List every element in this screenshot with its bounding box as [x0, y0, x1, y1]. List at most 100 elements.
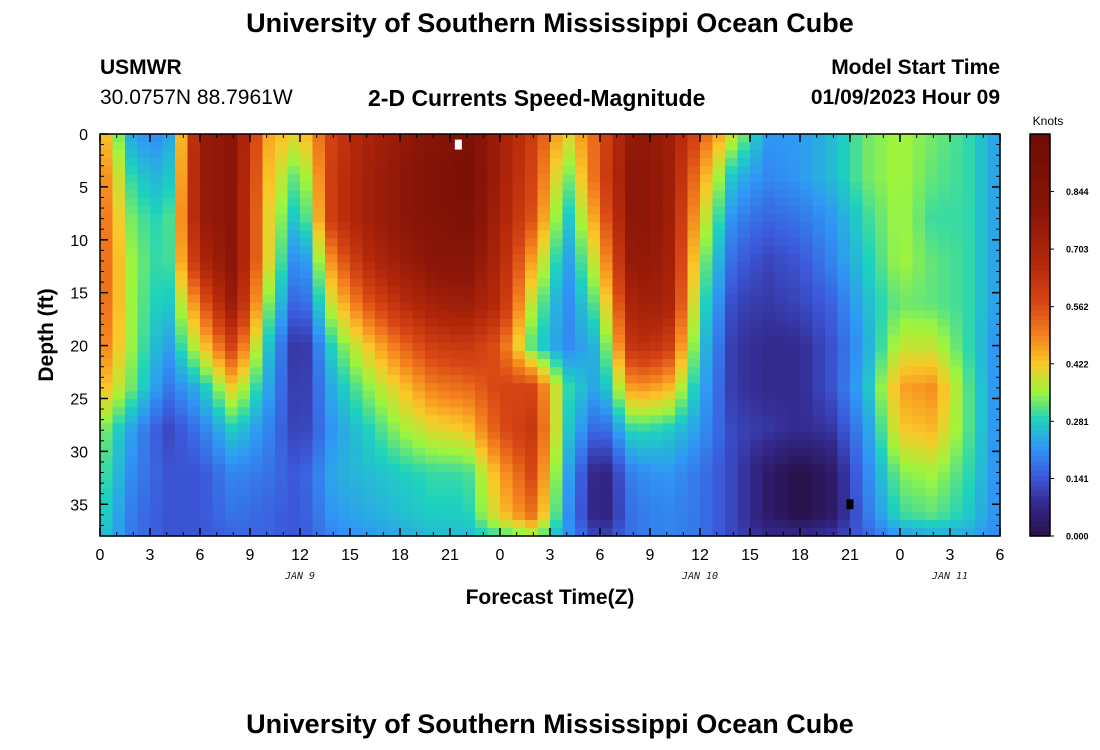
heatmap-cell	[687, 487, 701, 497]
heatmap-cell	[187, 134, 201, 143]
heatmap-cell	[487, 190, 501, 199]
heatmap-cell	[775, 359, 789, 368]
heatmap-cell	[612, 471, 626, 481]
heatmap-cell	[925, 495, 939, 505]
heatmap-cell	[100, 359, 114, 368]
heatmap-cell	[187, 286, 201, 296]
heatmap-cell	[675, 335, 689, 344]
heatmap-cell	[962, 270, 976, 280]
heatmap-cell	[612, 174, 626, 183]
heatmap-cell	[637, 158, 651, 167]
heatmap-cell	[800, 190, 814, 199]
heatmap-cell	[150, 318, 164, 328]
heatmap-cell	[312, 278, 326, 288]
heatmap-cell	[412, 326, 426, 336]
heatmap-cell	[237, 278, 251, 288]
heatmap-cell	[262, 487, 276, 497]
heatmap-cell	[812, 487, 826, 497]
heatmap-cell	[412, 294, 426, 304]
heatmap-cell	[837, 447, 851, 457]
heatmap-cell	[562, 278, 576, 288]
heatmap-cell	[387, 198, 401, 207]
heatmap-cell	[925, 166, 939, 175]
heatmap-cell	[600, 262, 614, 272]
heatmap-cell	[662, 439, 676, 449]
heatmap-cell	[325, 158, 339, 167]
heatmap-cell	[675, 134, 689, 143]
heatmap-cell	[787, 174, 801, 183]
heatmap-cell	[525, 463, 539, 473]
heatmap-cell	[112, 286, 126, 296]
heatmap-cell	[250, 166, 264, 175]
heatmap-cell	[725, 527, 739, 537]
heatmap-cell	[612, 431, 626, 441]
heatmap-cell	[600, 182, 614, 191]
heatmap-cell	[600, 246, 614, 256]
heatmap-cell	[750, 351, 764, 360]
heatmap-cell	[787, 431, 801, 441]
heatmap-cell	[875, 519, 889, 529]
heatmap-cell	[500, 182, 514, 191]
heatmap-cell	[212, 519, 226, 529]
heatmap-cell	[750, 375, 764, 384]
heatmap-cell	[112, 158, 126, 167]
heatmap-cell	[737, 399, 751, 408]
heatmap-cell	[100, 351, 114, 360]
heatmap-cell	[300, 511, 314, 521]
heatmap-cell	[412, 262, 426, 272]
heatmap-cell	[337, 335, 351, 344]
heatmap-cell	[412, 318, 426, 328]
heatmap-cell	[525, 238, 539, 248]
heatmap-cell	[112, 335, 126, 344]
heatmap-cell	[737, 471, 751, 481]
heatmap-cell	[175, 351, 189, 360]
heatmap-cell	[225, 503, 239, 513]
heatmap-cell	[812, 351, 826, 360]
heatmap-cell	[462, 519, 476, 529]
heatmap-cell	[187, 310, 201, 320]
heatmap-cell	[850, 310, 864, 320]
heatmap-cell	[362, 302, 376, 312]
heatmap-cell	[662, 359, 676, 368]
heatmap-cell	[550, 351, 564, 360]
heatmap-cell	[275, 335, 289, 344]
heatmap-cell	[912, 527, 926, 537]
heatmap-cell	[587, 415, 601, 425]
colorbar-strip	[1030, 314, 1050, 321]
heatmap-cell	[512, 471, 526, 481]
heatmap-cell	[237, 503, 251, 513]
heatmap-cell	[537, 391, 551, 400]
heatmap-cell	[537, 262, 551, 272]
heatmap-cell	[687, 439, 701, 449]
colorbar-strip	[1030, 154, 1050, 160]
heatmap-cell	[200, 487, 214, 497]
heatmap-cell	[987, 343, 1001, 352]
heatmap-cell	[125, 150, 139, 159]
heatmap-cell	[725, 391, 739, 400]
heatmap-cell	[387, 318, 401, 328]
heatmap-cell	[525, 431, 539, 441]
heatmap-cell	[500, 214, 514, 224]
heatmap-cell	[625, 310, 639, 320]
heatmap-cell	[512, 246, 526, 256]
heatmap-cell	[937, 206, 951, 215]
heatmap-cell	[587, 150, 601, 159]
heatmap-cell	[850, 318, 864, 328]
heatmap-cell	[812, 335, 826, 344]
heatmap-cell	[600, 463, 614, 473]
heatmap-cell	[725, 150, 739, 159]
heatmap-cell	[887, 351, 901, 360]
heatmap-cell	[637, 519, 651, 529]
heatmap-cell	[212, 439, 226, 449]
heatmap-cell	[925, 286, 939, 296]
heatmap-cell	[862, 423, 876, 433]
heatmap-cell	[150, 310, 164, 320]
heatmap-cell	[462, 190, 476, 199]
heatmap-cell	[100, 174, 114, 183]
heatmap-cell	[112, 487, 126, 497]
heatmap-cell	[175, 431, 189, 441]
heatmap-cell	[525, 262, 539, 272]
heatmap-cell	[800, 238, 814, 248]
heatmap-cell	[350, 174, 364, 183]
heatmap-cell	[250, 375, 264, 384]
